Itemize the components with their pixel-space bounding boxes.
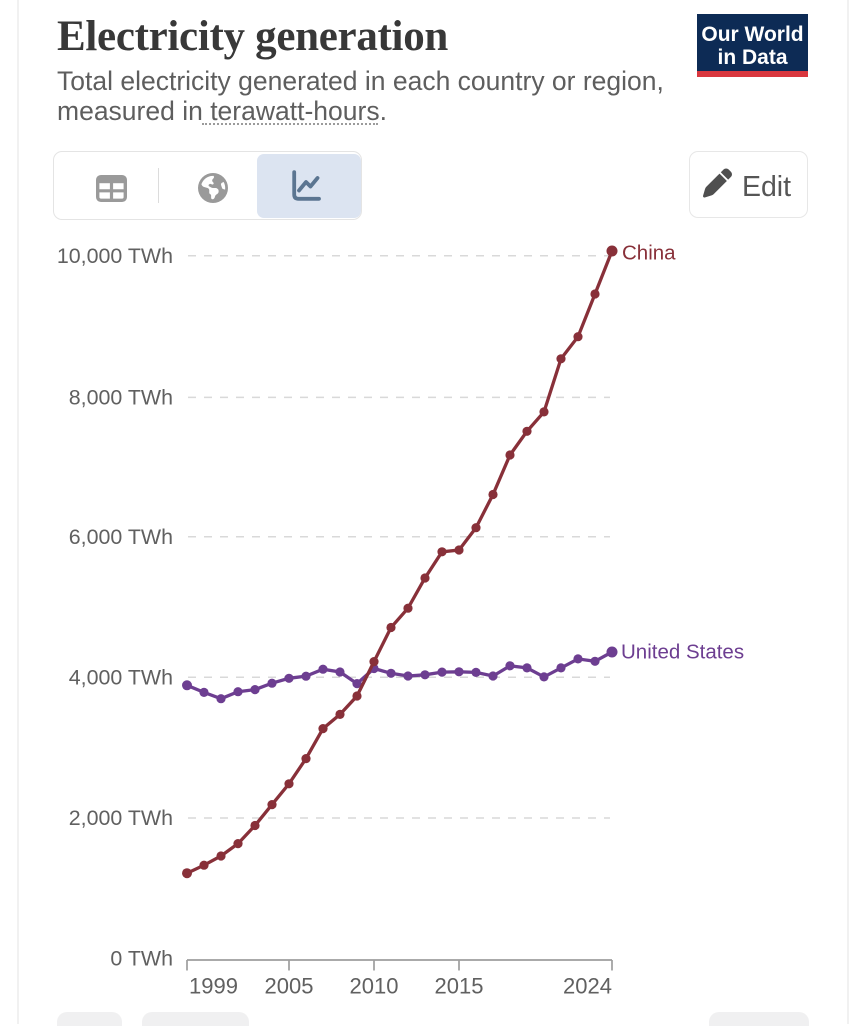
svg-text:United States: United States <box>621 641 744 664</box>
svg-text:2024: 2024 <box>563 974 612 999</box>
svg-text:4,000 TWh: 4,000 TWh <box>69 666 173 690</box>
svg-text:2010: 2010 <box>350 974 399 999</box>
svg-text:8,000 TWh: 8,000 TWh <box>69 386 173 410</box>
svg-text:1999: 1999 <box>189 974 238 999</box>
svg-text:China: China <box>622 242 676 265</box>
svg-text:0 TWh: 0 TWh <box>110 947 173 971</box>
svg-text:2015: 2015 <box>435 974 484 999</box>
svg-text:10,000 TWh: 10,000 TWh <box>57 244 173 268</box>
svg-text:2005: 2005 <box>265 974 314 999</box>
svg-text:6,000 TWh: 6,000 TWh <box>69 525 173 549</box>
svg-text:2,000 TWh: 2,000 TWh <box>69 806 173 830</box>
